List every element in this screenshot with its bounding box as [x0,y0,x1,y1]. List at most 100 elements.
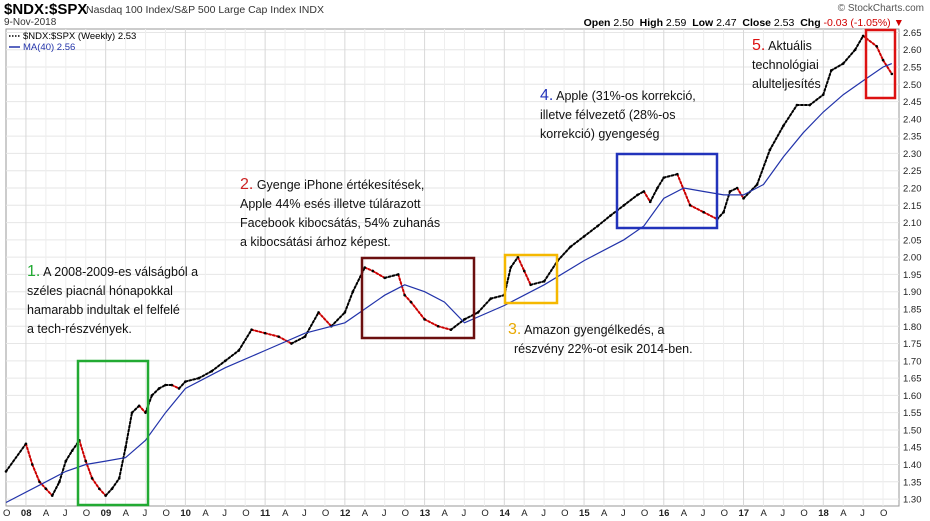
legend-ratio-label: $NDX:$SPX (Weekly) 2.53 [23,31,136,42]
x-tick-label: A [442,508,449,519]
x-tick-label: O [402,508,409,519]
ratio-point [137,404,141,408]
ratio-point [117,477,121,480]
ratio-point [124,445,127,449]
ratio-segment [58,460,67,483]
ratio-point [110,487,114,491]
ratio-segment [178,380,187,390]
quote-bar: Open 2.50 High 2.59 Low 2.47 Close 2.53 … [584,17,904,29]
ratio-segment [649,187,659,203]
x-tick-label: 15 [579,508,590,519]
ratio-segment [410,301,426,321]
ratio-segment [523,269,532,286]
ratio-segment [489,294,506,300]
ratio-point [728,190,732,193]
ratio-point [841,62,845,65]
ratio-point [58,480,61,484]
ratio-point [609,214,612,217]
ratio-point [853,48,857,52]
ratio-point [636,193,639,197]
ratio-segment [702,211,719,221]
x-tick-label: O [800,508,807,519]
x-tick-label: A [43,508,50,519]
x-tick-label: A [123,508,130,519]
annotation-3-line-1: Amazon gyengélkedés, a [524,323,665,337]
ratio-point [516,255,520,259]
ratio-point [463,318,466,321]
ratio-point [596,224,599,228]
ratio-point [648,200,652,204]
annotation-2-line-3: Facebook kibocsátás, 54% zuhanás [240,216,441,230]
ratio-segment [78,439,87,463]
x-tick-label: J [461,508,466,519]
ratio-point [861,34,865,38]
x-tick-label: J [860,508,865,519]
ratio-segment [124,411,133,449]
ratio-point [64,459,68,463]
ratio-segment [264,332,280,338]
series-layer [4,34,894,504]
ratio-segment [596,214,612,228]
ratio-segment [210,359,227,373]
ratio-segment [98,487,107,497]
ratio-point [317,311,320,314]
ratio-segment [290,335,306,345]
highlight-box-4 [615,152,719,230]
grid [6,29,899,506]
ratio-point [371,269,375,273]
ratio-point [808,103,811,107]
y-tick-label: 2.25 [903,166,922,177]
x-tick-label: 12 [340,508,351,519]
x-tick-label: O [242,508,249,519]
annotation-3-number: 3. [508,321,522,338]
ratio-point [277,335,280,338]
ratio-segment [343,290,354,314]
chart-date: 9-Nov-2018 [4,17,57,28]
ratio-point [782,124,785,128]
ratio-point [423,318,426,321]
chg-down-icon: ▼ [893,17,904,29]
close-label: Close [742,17,771,29]
ratio-segment [44,487,54,497]
ratio-segment [130,404,141,414]
legend: $NDX:$SPX (Weekly) 2.53 MA(40) 2.56 [9,31,136,53]
annotation-1-line-2: széles piacnál hónapokkal [27,284,173,298]
ratio-point [250,328,253,332]
ratio-point [150,394,154,397]
ratio-point [522,269,526,273]
ratio-point [130,411,134,414]
x-tick-label: 18 [818,508,829,519]
x-tick-label: O [322,508,329,519]
y-tick-label: 2.50 [903,80,922,91]
ratio-point [542,280,546,283]
ratio-point [821,93,825,96]
y-tick-label: 1.50 [903,425,922,436]
y-tick-label: 1.70 [903,356,922,367]
ratio-point [263,331,267,335]
highlight-box-3 [503,253,559,305]
ratio-point [509,266,513,269]
brand-label: © StockCharts.com [837,3,924,14]
ratio-point [676,172,679,176]
ratio-point [157,387,161,390]
highlight-boxes [76,28,897,507]
ratio-segment [111,477,121,490]
y-tick-label: 1.85 [903,304,922,315]
ratio-point [44,487,48,491]
ratio-segment [509,256,519,269]
ratio-segment [317,311,333,328]
y-tick-label: 2.05 [903,235,922,246]
x-tick-label: J [621,508,626,519]
ratio-segment [622,193,639,207]
x-tick-label: O [561,508,568,519]
x-tick-label: O [880,508,887,519]
x-tick-label: A [202,508,209,519]
ratio-point [662,176,666,179]
x-tick-label: 09 [101,508,112,519]
ratio-segment [184,377,200,383]
y-tick-label: 2.20 [903,184,922,195]
ratio-point [569,245,572,249]
ratio-segment [569,235,586,248]
x-tick-label: J [541,508,546,519]
annotation-4-line-2: illetve félvezető (28%-os [540,108,676,122]
